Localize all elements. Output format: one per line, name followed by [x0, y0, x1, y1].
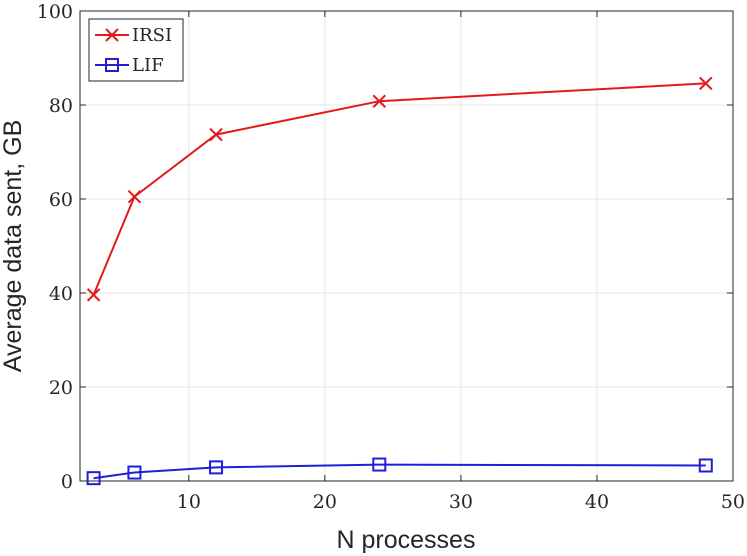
- y-tick-label: 0: [61, 471, 73, 493]
- data-point-irsi: [127, 189, 142, 204]
- y-tick-label: 80: [49, 95, 73, 117]
- data-point-lif: [372, 457, 387, 472]
- series-layer: [86, 76, 713, 486]
- data-point-lif: [127, 465, 142, 480]
- plot-frame: [79, 10, 734, 482]
- x-axis-title: N processes: [337, 526, 476, 554]
- x-tick-label: 10: [177, 491, 201, 513]
- data-point-irsi: [699, 76, 713, 91]
- series-line-lif: [93, 463, 706, 480]
- data-point-irsi: [86, 288, 101, 302]
- data-point-lif: [86, 471, 101, 486]
- legend-box: [88, 18, 184, 82]
- data-point-lif: [209, 460, 224, 475]
- x-tick-label: 30: [449, 491, 473, 513]
- y-tick-label: 40: [49, 283, 73, 305]
- legend-label-irsi: IRSI: [132, 25, 172, 46]
- data-point-irsi: [209, 127, 223, 142]
- x-tick-label: 50: [721, 491, 745, 513]
- data-point-irsi: [372, 94, 386, 108]
- y-tick-label: 60: [49, 189, 73, 211]
- x-tick-label: 20: [313, 491, 337, 513]
- legend-marker-lif: [105, 58, 119, 72]
- data-point-lif: [698, 458, 713, 473]
- legend: IRSI LIF: [88, 18, 184, 82]
- legend-label-lif: LIF: [132, 55, 164, 76]
- legend-marker-irsi: [105, 28, 119, 42]
- x-tick-label: 40: [585, 491, 609, 513]
- axis-ticks: 0 20 40 60 80 100 10 20 30 40 50: [37, 1, 745, 513]
- y-tick-label: 20: [49, 377, 73, 399]
- y-axis-title: Average data sent, GB: [0, 120, 27, 372]
- y-tick-label: 100: [37, 1, 73, 23]
